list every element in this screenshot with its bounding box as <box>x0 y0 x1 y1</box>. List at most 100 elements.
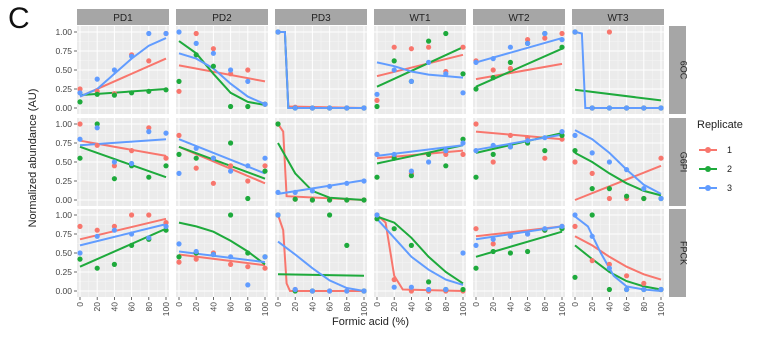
data-point-replicate-3 <box>641 286 647 293</box>
fit-line-replicate-1 <box>178 64 266 83</box>
data-point-replicate-1 <box>559 136 565 142</box>
data-point-replicate-3 <box>559 223 565 229</box>
data-point-replicate-3 <box>94 233 100 239</box>
data-point-replicate-2 <box>473 174 479 180</box>
data-point-replicate-1 <box>228 163 234 169</box>
facet-strip-pd1 <box>77 9 169 25</box>
data-point-replicate-1 <box>262 265 268 271</box>
data-point-replicate-1 <box>589 258 595 264</box>
data-point-replicate-2 <box>391 155 397 161</box>
data-point-replicate-3 <box>228 67 234 73</box>
data-point-replicate-3 <box>361 105 367 111</box>
data-point-replicate-3 <box>146 129 152 135</box>
data-point-replicate-1 <box>210 46 216 52</box>
data-point-replicate-2 <box>408 173 414 179</box>
data-point-replicate-3 <box>361 178 367 184</box>
data-point-replicate-1 <box>460 44 466 50</box>
data-point-replicate-2 <box>606 286 613 293</box>
x-tick-label: 0 <box>372 302 382 307</box>
data-point-replicate-3 <box>111 159 117 165</box>
data-point-replicate-3 <box>176 241 182 247</box>
data-point-replicate-3 <box>210 251 216 258</box>
data-point-replicate-3 <box>111 67 117 73</box>
data-point-replicate-3 <box>309 105 315 111</box>
data-point-replicate-2 <box>361 197 367 203</box>
data-point-replicate-3 <box>176 29 182 35</box>
data-point-replicate-2 <box>624 193 630 199</box>
x-tick-label: 60 <box>226 302 236 312</box>
data-point-replicate-3 <box>408 78 414 84</box>
y-tick-label: 1.00 <box>55 119 72 129</box>
data-point-replicate-3 <box>426 286 432 293</box>
data-point-replicate-3 <box>163 30 169 37</box>
data-point-replicate-1 <box>129 212 135 218</box>
x-tick-label: 80 <box>540 302 550 312</box>
data-point-replicate-3 <box>129 160 135 167</box>
data-point-replicate-2 <box>94 265 100 271</box>
fit-line-replicate-3 <box>277 179 365 195</box>
data-point-replicate-1 <box>94 142 100 148</box>
fit-line-replicate-2 <box>376 144 464 165</box>
data-point-replicate-2 <box>641 195 647 202</box>
x-tick-label: 100 <box>656 302 666 316</box>
data-point-replicate-2 <box>309 197 315 203</box>
data-point-replicate-3 <box>473 242 479 248</box>
data-point-replicate-2 <box>163 163 169 169</box>
x-tick-label: 60 <box>127 302 137 312</box>
x-tick-label: 40 <box>109 302 119 312</box>
data-point-replicate-3 <box>443 71 449 77</box>
data-point-replicate-3 <box>606 265 613 271</box>
data-point-replicate-3 <box>262 254 268 260</box>
data-point-replicate-3 <box>163 130 169 136</box>
data-point-replicate-3 <box>245 163 251 169</box>
data-point-replicate-3 <box>292 105 298 111</box>
x-tick-label: 20 <box>389 302 399 312</box>
data-point-replicate-1 <box>146 212 152 218</box>
data-point-replicate-3 <box>292 189 298 195</box>
data-point-replicate-1 <box>176 132 182 138</box>
data-point-replicate-2 <box>245 195 251 202</box>
data-point-replicate-3 <box>589 150 595 156</box>
fit-line-replicate-2 <box>574 88 662 102</box>
data-point-replicate-3 <box>344 288 350 294</box>
x-tick-label: 0 <box>273 302 283 307</box>
data-point-replicate-2 <box>228 103 234 110</box>
data-point-replicate-2 <box>193 52 199 58</box>
data-point-replicate-2 <box>275 121 281 127</box>
data-point-replicate-1 <box>542 155 548 161</box>
data-point-replicate-2 <box>176 254 182 260</box>
data-point-replicate-1 <box>77 121 83 127</box>
data-point-replicate-3 <box>361 288 367 294</box>
data-point-replicate-2 <box>176 151 182 157</box>
legend-label: 3 <box>727 183 732 193</box>
data-point-replicate-3 <box>624 286 630 293</box>
data-point-replicate-3 <box>391 151 397 157</box>
data-point-replicate-2 <box>129 90 135 96</box>
data-point-replicate-2 <box>374 103 380 110</box>
data-point-replicate-3 <box>262 155 268 161</box>
data-point-replicate-2 <box>146 88 152 94</box>
data-point-replicate-3 <box>94 76 100 82</box>
data-point-replicate-3 <box>193 40 199 47</box>
facet-strip-label: PD2 <box>212 13 232 24</box>
data-point-replicate-3 <box>658 195 664 202</box>
facet-strip-pd3 <box>275 9 367 25</box>
fit-line-replicate-1 <box>376 53 464 78</box>
legend-key-point <box>705 166 711 172</box>
data-point-replicate-3 <box>146 30 152 37</box>
data-point-replicate-1 <box>507 132 513 138</box>
data-point-replicate-3 <box>658 286 664 293</box>
data-point-replicate-3 <box>275 189 281 195</box>
fit-line-replicate-2 <box>178 40 266 106</box>
data-point-replicate-1 <box>606 195 613 202</box>
fit-line-replicate-3 <box>178 52 266 106</box>
data-point-replicate-1 <box>111 163 117 169</box>
fit-line-replicate-3 <box>79 138 167 147</box>
data-point-replicate-2 <box>228 212 234 218</box>
data-point-replicate-3 <box>245 282 251 288</box>
x-tick-label: 0 <box>471 302 481 307</box>
data-point-replicate-2 <box>426 279 432 285</box>
x-tick-label: 20 <box>290 302 300 312</box>
data-point-replicate-3 <box>309 188 315 194</box>
data-point-replicate-2 <box>111 176 117 182</box>
